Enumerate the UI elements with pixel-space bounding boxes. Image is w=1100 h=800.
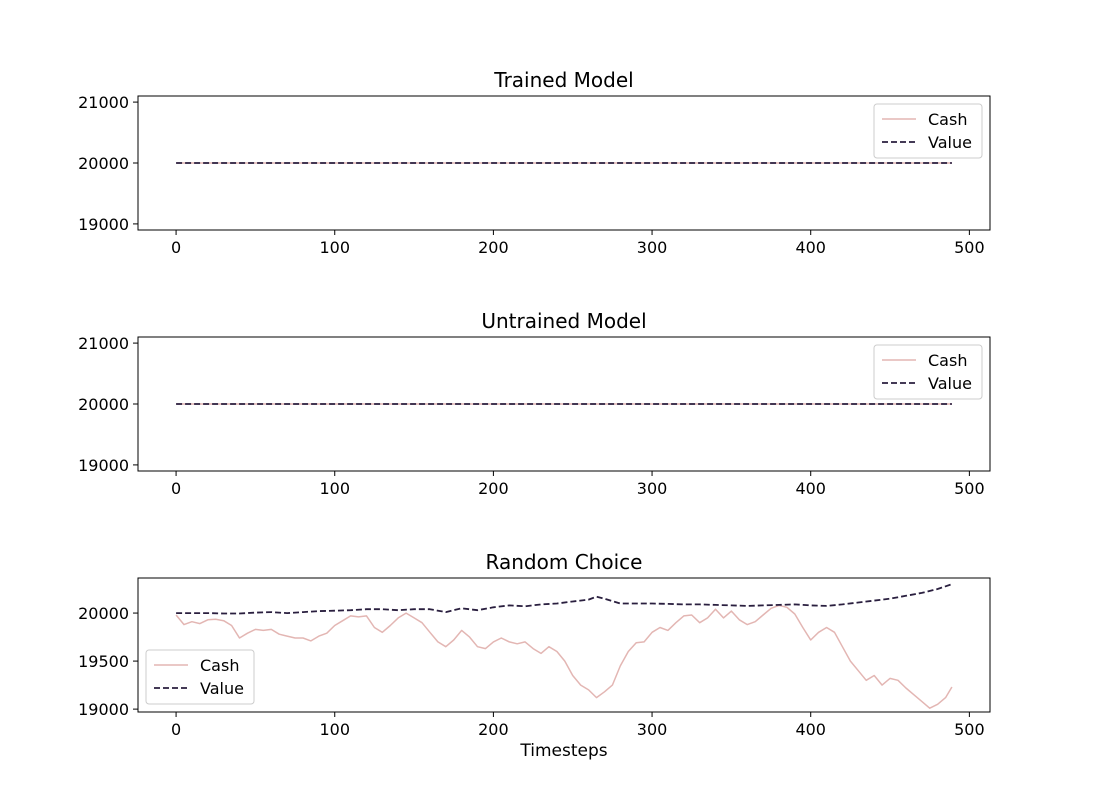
legend: Cash Value (873, 103, 983, 159)
plot-frame (137, 577, 991, 713)
x-tick-label: 200 (478, 720, 509, 739)
legend-label-cash: Cash (928, 110, 967, 129)
y-tick-label: 19000 (78, 700, 129, 719)
legend: Cash Value (145, 649, 255, 705)
x-tick-label: 300 (637, 238, 668, 257)
series-line-value (176, 583, 953, 615)
subplot-title: Trained Model (493, 68, 633, 92)
y-tick-label: 21000 (78, 93, 129, 112)
x-tick-label: 0 (171, 238, 181, 257)
y-tick-label: 20000 (78, 395, 129, 414)
x-tick-label: 500 (954, 479, 985, 498)
y-tick-label: 19500 (78, 652, 129, 671)
x-tick-label: 400 (795, 720, 826, 739)
subplot-1: Trained Model 0 100 200 300 400 500 19000 20000 2… (78, 68, 991, 257)
x-tick-label: 0 (171, 479, 181, 498)
x-tick-label: 300 (637, 479, 668, 498)
x-tick-label: 200 (478, 238, 509, 257)
y-tick-label: 20000 (78, 154, 129, 173)
x-tick-label: 100 (319, 720, 350, 739)
y-tick-label: 21000 (78, 334, 129, 353)
x-tick-label: 100 (319, 238, 350, 257)
legend-box (145, 649, 255, 705)
x-tick-label: 500 (954, 238, 985, 257)
legend-label-cash: Cash (200, 656, 239, 675)
legend-label-value: Value (200, 679, 244, 698)
subplot-title: Untrained Model (481, 309, 646, 333)
y-tick-label: 19000 (78, 456, 129, 475)
legend-label-value: Value (928, 374, 972, 393)
subplot-3: Random Choice 0 100 200 300 400 500 19000 19500 2… (78, 550, 991, 761)
legend: Cash Value (873, 344, 983, 400)
subplot-title: Random Choice (486, 550, 643, 574)
legend-box (873, 344, 983, 400)
x-tick-label: 0 (171, 720, 181, 739)
x-tick-label: 300 (637, 720, 668, 739)
x-tick-label: 400 (795, 479, 826, 498)
x-axis-label: Timesteps (519, 741, 607, 761)
x-tick-label: 400 (795, 238, 826, 257)
y-tick-label: 19000 (78, 215, 129, 234)
series-line-cash (175, 604, 953, 709)
subplot-2: Untrained Model 0 100 200 300 400 500 19000 2000… (78, 309, 991, 498)
x-tick-label: 100 (319, 479, 350, 498)
x-tick-label: 500 (954, 720, 985, 739)
legend-label-value: Value (928, 133, 972, 152)
y-tick-label: 20000 (78, 604, 129, 623)
x-tick-label: 200 (478, 479, 509, 498)
legend-label-cash: Cash (928, 351, 967, 370)
legend-box (873, 103, 983, 159)
